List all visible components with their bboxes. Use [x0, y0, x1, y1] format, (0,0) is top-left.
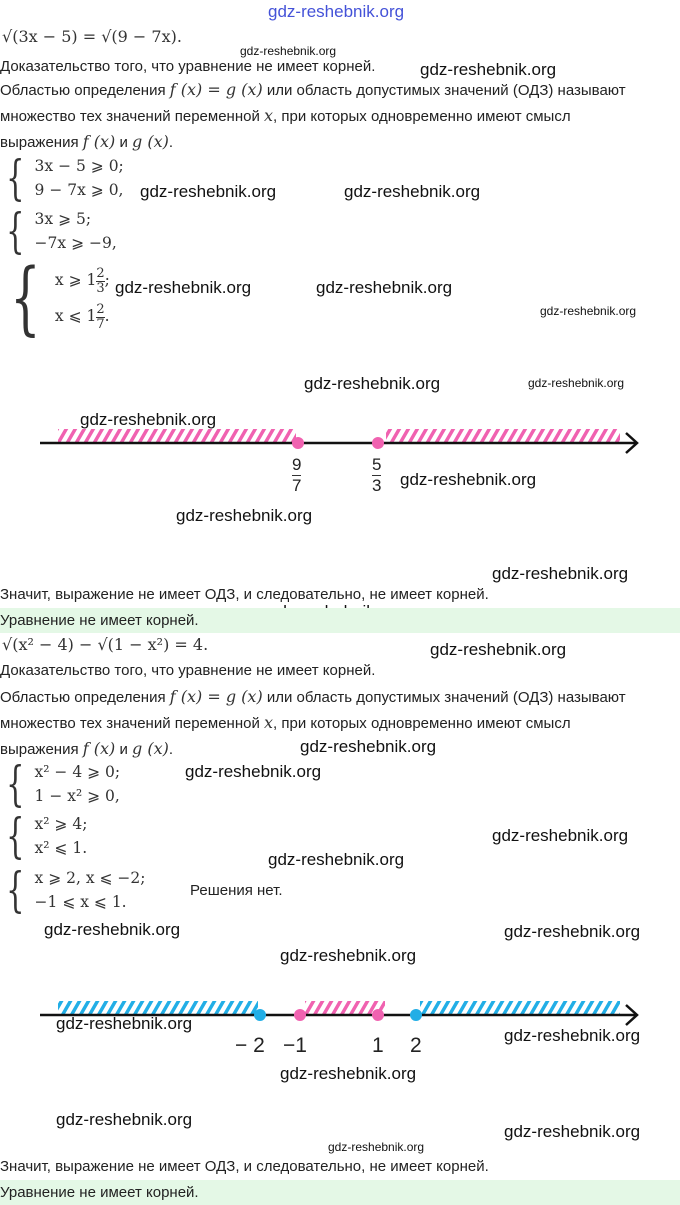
- label-minus-1: −1: [283, 1034, 307, 1057]
- watermark: gdz-reshebnik.org: [492, 564, 629, 583]
- definition-line-1: Областью определения f (x) = g (x) или о…: [0, 687, 626, 706]
- system-2-3: {x ⩾ 2, x ⩽ −2; −1 ⩽ x ⩽ 1.: [6, 862, 146, 918]
- watermark: gdz-reshebnik.org: [430, 640, 567, 659]
- hatch-blue-right: [420, 1001, 620, 1014]
- point-9-7: [292, 437, 304, 449]
- point-minus-1: [294, 1009, 306, 1021]
- hatch-right: [386, 429, 620, 442]
- conclusion-2: Значит, выражение не имеет ОДЗ, и следов…: [0, 1158, 489, 1175]
- hatch-left: [58, 429, 296, 442]
- label-2: 2: [410, 1034, 422, 1057]
- watermark: gdz-reshebnik.org: [56, 1110, 193, 1129]
- label-1: 1: [372, 1034, 384, 1057]
- definition-line-2: множество тех значений переменной x, при…: [0, 713, 571, 732]
- answer-bar: Уравнение не имеет корней.: [0, 608, 680, 633]
- watermark: gdz-reshebnik.org: [492, 826, 629, 845]
- conclusion: Значит, выражение не имеет ОДЗ, и следов…: [0, 586, 489, 603]
- answer-2: Уравнение не имеет корней.: [0, 1184, 199, 1201]
- system-2-2: {x² ⩾ 4; x² ⩽ 1.: [6, 808, 88, 864]
- watermark: gdz-reshebnik.org: [328, 1140, 425, 1154]
- answer-bar-2: Уравнение не имеет корней.: [0, 1180, 680, 1205]
- answer: Уравнение не имеет корней.: [0, 612, 199, 629]
- proof-statement-2: Доказательство того, что уравнение не им…: [0, 662, 376, 679]
- arrow-icon: [625, 432, 639, 454]
- watermark: gdz-reshebnik.org: [176, 506, 313, 525]
- watermark: gdz-reshebnik.org: [304, 374, 441, 393]
- system-1: {3x − 5 ⩾ 0; 9 − 7x ⩾ 0,: [6, 150, 124, 206]
- definition-line-3: выражения f (x) и g (x).: [0, 132, 174, 151]
- label-minus-2: − 2: [235, 1034, 265, 1057]
- watermark: gdz-reshebnik.org: [44, 920, 181, 939]
- definition-line-3: выражения f (x) и g (x).: [0, 739, 174, 758]
- watermark: gdz-reshebnik.org: [540, 304, 637, 318]
- watermark: gdz-reshebnik.org: [115, 278, 252, 297]
- watermark: gdz-reshebnik.org: [504, 1026, 641, 1045]
- definition-line-1: Областью определения f (x) = g (x) или о…: [0, 80, 626, 99]
- number-line-2: [40, 1001, 639, 1026]
- watermark: gdz-reshebnik.org: [400, 470, 537, 489]
- proof-statement: Доказательство того, что уравнение не им…: [0, 58, 376, 75]
- watermark: gdz-reshebnik.org: [56, 1014, 193, 1033]
- watermark: gdz-reshebnik.org: [140, 182, 277, 201]
- watermark: gdz-reshebnik.org: [280, 1064, 417, 1083]
- watermark: gdz-reshebnik.org: [316, 278, 453, 297]
- watermark: gdz-reshebnik.org: [268, 850, 405, 869]
- point-2: [410, 1009, 422, 1021]
- point-1: [372, 1009, 384, 1021]
- watermark: gdz-reshebnik.org: [268, 2, 405, 21]
- watermark: gdz-reshebnik.org: [344, 182, 481, 201]
- watermark: gdz-reshebnik.org: [80, 410, 217, 429]
- system-2-1: {x² − 4 ⩾ 0; 1 − x² ⩾ 0,: [6, 756, 121, 812]
- watermark: gdz-reshebnik.org: [300, 737, 437, 756]
- watermark: gdz-reshebnik.org: [504, 1122, 641, 1141]
- equation-2: √(x² − 4) − √(1 − x²) = 4.: [2, 635, 209, 654]
- definition-line-2: множество тех значений переменной x, при…: [0, 106, 571, 125]
- watermark: gdz-reshebnik.org: [280, 946, 417, 965]
- system-2: {3x ⩾ 5; −7x ⩾ −9,: [6, 203, 117, 259]
- equation: √(3x − 5) = √(9 − 7x).: [2, 27, 182, 46]
- arrow-icon: [625, 1004, 639, 1026]
- watermark: gdz-reshebnik.org: [240, 44, 337, 58]
- hatch-pink-middle: [305, 1001, 385, 1014]
- no-solutions: Решения нет.: [190, 882, 283, 899]
- watermark: gdz-reshebnik.org: [185, 762, 322, 781]
- hatch-blue-left: [58, 1001, 258, 1014]
- point-5-3: [372, 437, 384, 449]
- number-line-1: [40, 429, 639, 454]
- watermark: gdz-reshebnik.org: [420, 60, 557, 79]
- point-minus-2: [254, 1009, 266, 1021]
- watermark: gdz-reshebnik.org: [528, 376, 625, 390]
- watermark: gdz-reshebnik.org: [504, 922, 641, 941]
